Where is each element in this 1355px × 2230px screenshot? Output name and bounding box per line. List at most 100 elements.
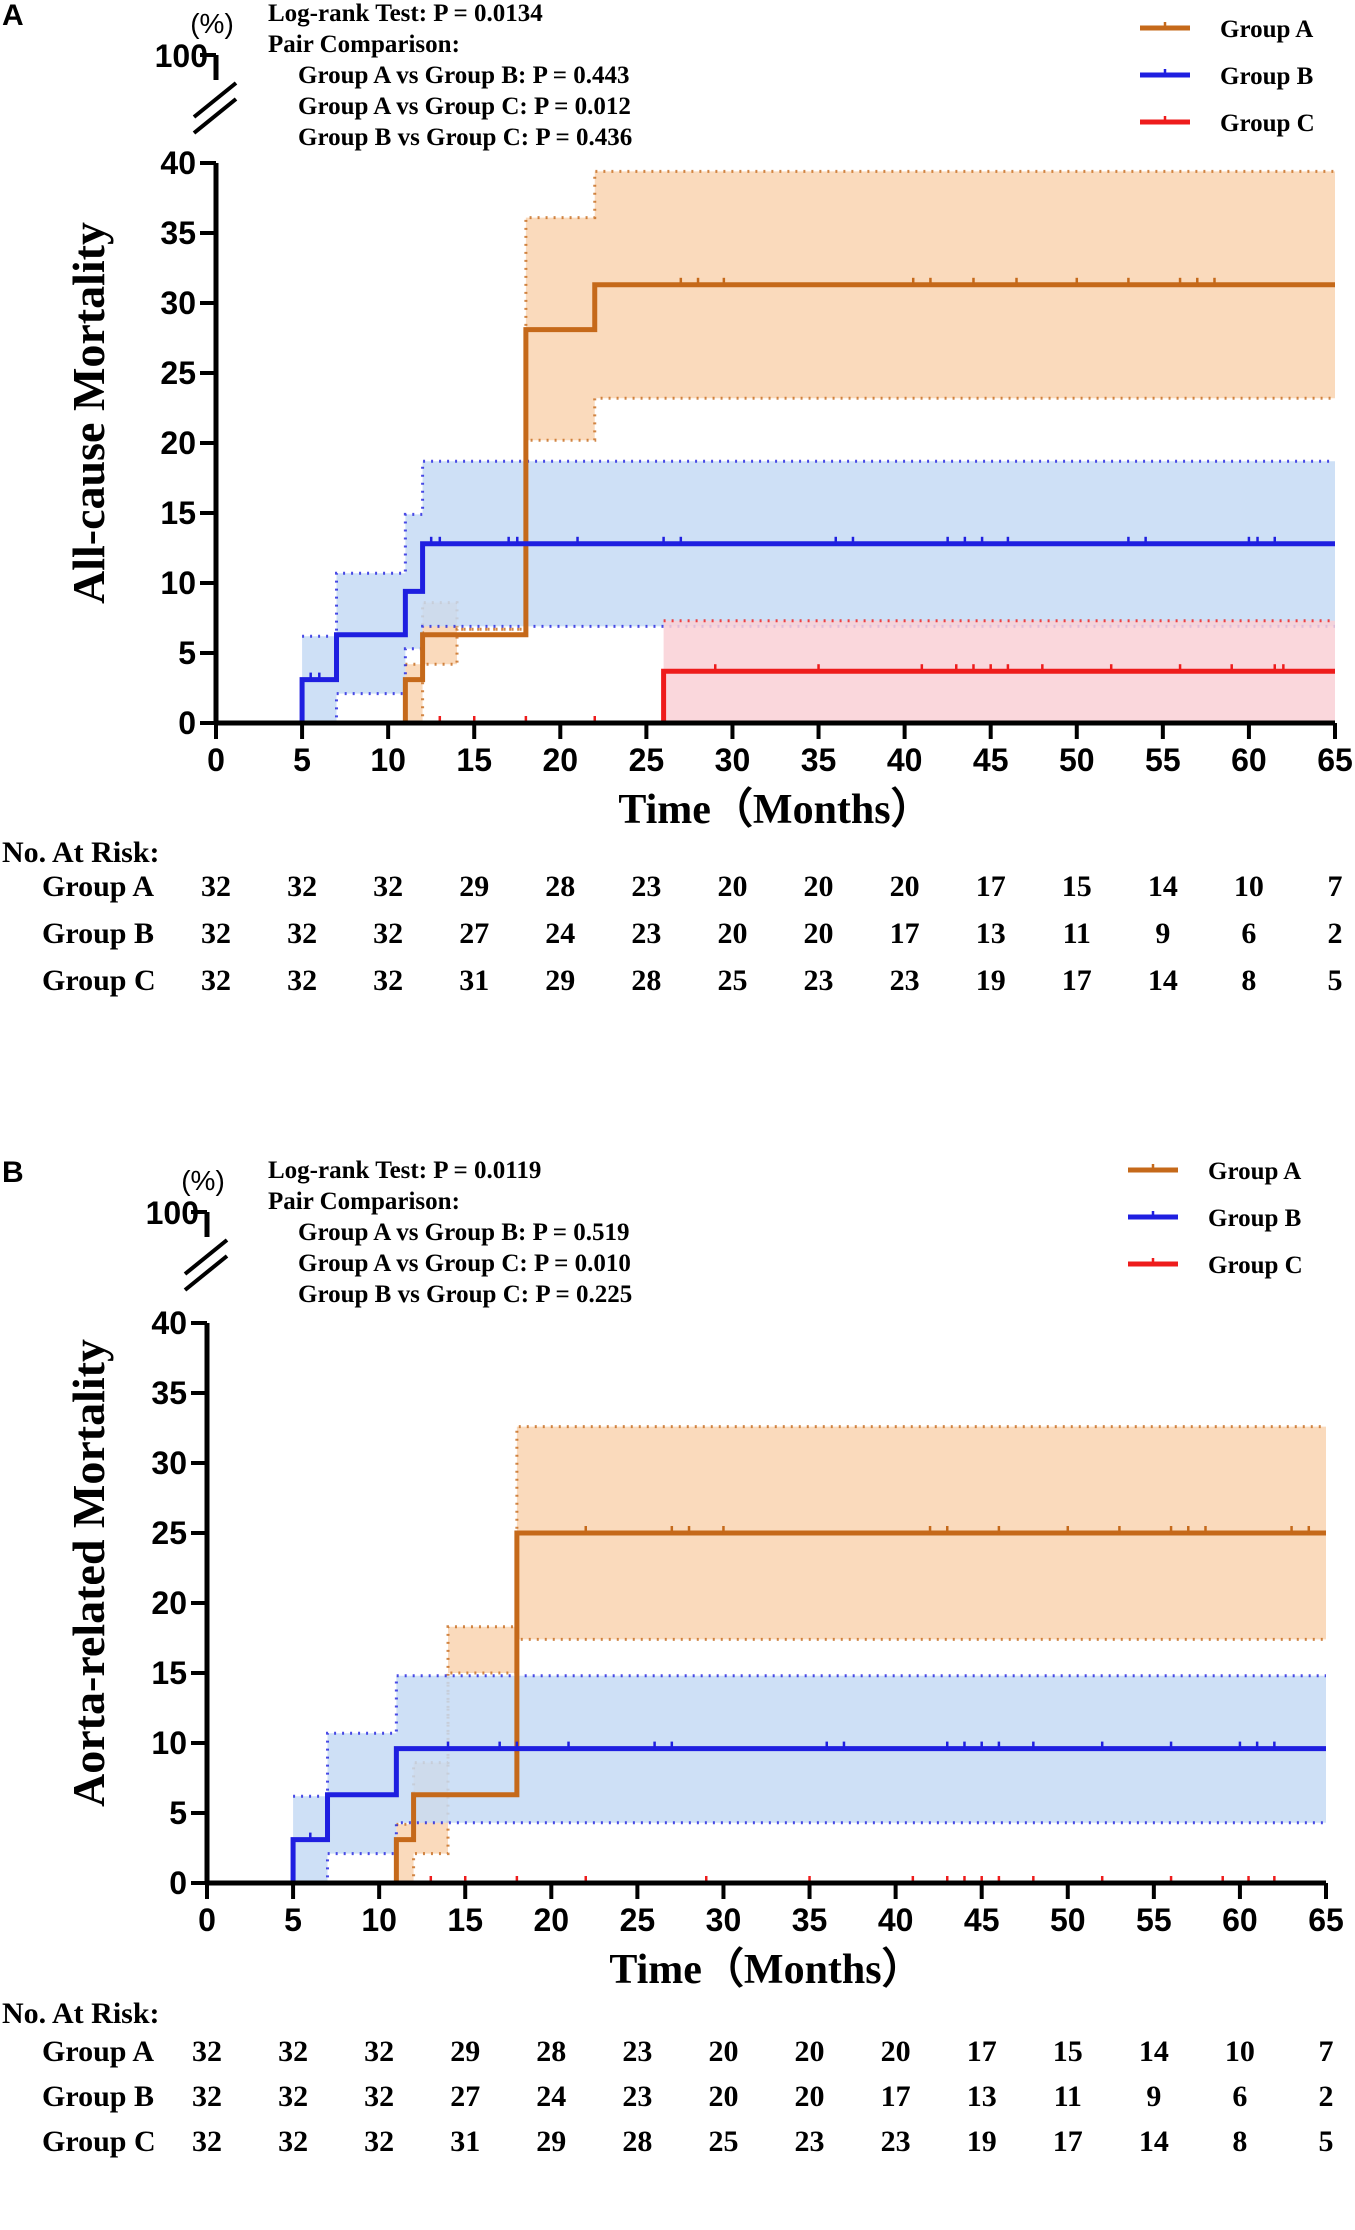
risk-count: 28 xyxy=(622,2125,652,2158)
y-tick-label: 0 xyxy=(178,705,196,741)
x-tick-label: 35 xyxy=(792,1902,828,1938)
y-tick-label: 25 xyxy=(151,1515,187,1551)
risk-count: 32 xyxy=(287,870,317,903)
x-tick-label: 40 xyxy=(887,742,923,778)
risk-count: 20 xyxy=(890,870,920,903)
log-rank-stat: Log-rank Test: P = 0.0119 xyxy=(268,1157,541,1184)
risk-count: 17 xyxy=(1062,964,1092,997)
pair-comparison-stat: Group A vs Group C: P = 0.010 xyxy=(298,1250,631,1277)
group-b-ci-band xyxy=(302,461,1336,723)
group-c-legend-label: Group C xyxy=(1220,110,1315,137)
x-tick-label: 60 xyxy=(1222,1902,1258,1938)
risk-count: 14 xyxy=(1148,964,1178,997)
log-rank-stat: Log-rank Test: P = 0.0134 xyxy=(268,0,543,27)
risk-count: 23 xyxy=(881,2125,911,2158)
risk-count: 23 xyxy=(631,870,661,903)
risk-count: 32 xyxy=(278,2080,308,2113)
panel-label: B xyxy=(2,1156,24,1189)
risk-count: 20 xyxy=(717,870,747,903)
group-a-ci-band xyxy=(405,171,1335,723)
y-tick-label: 30 xyxy=(160,285,196,321)
y-tick-label: 100 xyxy=(146,1195,199,1231)
risk-count: 14 xyxy=(1148,870,1178,903)
risk-count: 32 xyxy=(201,917,231,950)
group-a-step-line xyxy=(216,282,1335,726)
y-unit-label: (%) xyxy=(181,1165,225,1196)
risk-count: 9 xyxy=(1146,2080,1161,2113)
panel-b: B 100 (%) 0 5 10 15 20 25 30 35 40 0 5 10 15 20 25 30 35 40 4… xyxy=(0,1150,1355,2230)
x-tick-label: 65 xyxy=(1317,742,1353,778)
risk-count: 32 xyxy=(364,2125,394,2158)
risk-table-title: No. At Risk: xyxy=(2,836,160,869)
group-a-legend-label: Group A xyxy=(1208,1158,1301,1185)
risk-count: 23 xyxy=(631,917,661,950)
risk-count: 32 xyxy=(373,964,403,997)
risk-count: 25 xyxy=(708,2125,738,2158)
risk-count: 2 xyxy=(1328,917,1343,950)
risk-row-label: Group B xyxy=(42,917,154,950)
x-tick-label: 50 xyxy=(1050,1902,1086,1938)
risk-count: 15 xyxy=(1053,2035,1083,2068)
risk-count: 6 xyxy=(1241,917,1256,950)
y-tick-label: 40 xyxy=(151,1305,187,1341)
risk-count: 32 xyxy=(287,964,317,997)
risk-count: 10 xyxy=(1225,2035,1255,2068)
panel-a: A 100 (%) 0 5 10 15 20 25 30 35 40 0 5 10 15 20 25 30 35 40 4… xyxy=(0,0,1355,1080)
x-tick-label: 50 xyxy=(1059,742,1095,778)
risk-count: 20 xyxy=(804,917,834,950)
risk-count: 14 xyxy=(1139,2035,1169,2068)
risk-count: 20 xyxy=(795,2080,825,2113)
risk-count: 28 xyxy=(631,964,661,997)
risk-row-label: Group A xyxy=(42,870,154,903)
y-tick-label: 20 xyxy=(151,1585,187,1621)
x-tick-label: 15 xyxy=(456,742,492,778)
risk-count: 29 xyxy=(450,2035,480,2068)
y-tick-label: 20 xyxy=(160,425,196,461)
y-axis-title: All-cause Mortality xyxy=(63,222,114,604)
x-tick-label: 25 xyxy=(629,742,665,778)
risk-count: 17 xyxy=(890,917,920,950)
pair-comparison-stat: Group B vs Group C: P = 0.436 xyxy=(298,124,632,151)
risk-count: 17 xyxy=(881,2080,911,2113)
risk-count: 28 xyxy=(545,870,575,903)
risk-count: 9 xyxy=(1155,917,1170,950)
risk-row-label: Group C xyxy=(42,2125,156,2158)
x-tick-label: 15 xyxy=(447,1902,483,1938)
y-tick-label: 35 xyxy=(151,1375,187,1411)
risk-count: 19 xyxy=(967,2125,997,2158)
risk-count: 20 xyxy=(708,2080,738,2113)
pair-comparison-stat: Group A vs Group C: P = 0.012 xyxy=(298,93,631,120)
risk-count: 15 xyxy=(1062,870,1092,903)
risk-count: 23 xyxy=(890,964,920,997)
risk-count: 32 xyxy=(201,964,231,997)
y-tick-label: 5 xyxy=(178,635,196,671)
y-tick-label: 10 xyxy=(151,1725,187,1761)
x-tick-label: 10 xyxy=(370,742,406,778)
risk-count: 25 xyxy=(717,964,747,997)
risk-count: 23 xyxy=(622,2080,652,2113)
y-tick-label: 0 xyxy=(169,1865,187,1901)
y-tick-label: 100 xyxy=(155,38,208,74)
risk-count: 23 xyxy=(804,964,834,997)
risk-count: 32 xyxy=(201,870,231,903)
risk-count: 24 xyxy=(545,917,575,950)
risk-count: 23 xyxy=(622,2035,652,2068)
x-tick-label: 55 xyxy=(1145,742,1181,778)
x-tick-label: 30 xyxy=(715,742,751,778)
y-axis-title: Aorta-related Mortality xyxy=(63,1339,114,1807)
x-tick-label: 35 xyxy=(801,742,837,778)
x-tick-label: 5 xyxy=(284,1902,302,1938)
pair-comparison-stat: Group A vs Group B: P = 0.443 xyxy=(298,62,629,89)
risk-count: 27 xyxy=(450,2080,480,2113)
risk-count: 14 xyxy=(1139,2125,1169,2158)
axis-break-mark xyxy=(192,81,238,119)
x-tick-label: 20 xyxy=(534,1902,570,1938)
group-b-ci-band xyxy=(293,1675,1327,1883)
x-tick-label: 40 xyxy=(878,1902,914,1938)
x-tick-label: 45 xyxy=(964,1902,1000,1938)
risk-count: 29 xyxy=(545,964,575,997)
risk-count: 29 xyxy=(459,870,489,903)
x-tick-label: 10 xyxy=(361,1902,397,1938)
x-tick-label: 55 xyxy=(1136,1902,1172,1938)
